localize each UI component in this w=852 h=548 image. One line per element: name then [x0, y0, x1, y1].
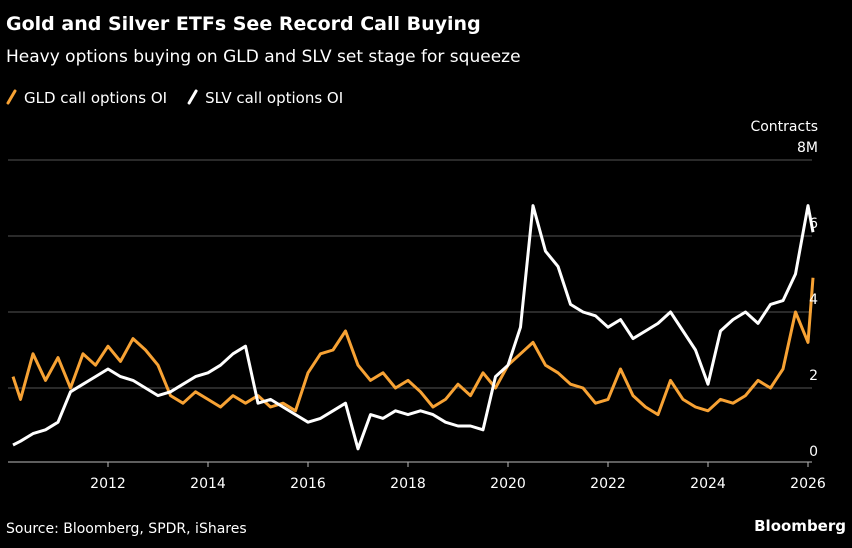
- x-tick-label: 2014: [190, 476, 226, 492]
- chart-title: Gold and Silver ETFs See Record Call Buy…: [6, 13, 481, 35]
- y-tick-label: 4: [809, 292, 818, 308]
- x-tick-label: 2026: [790, 476, 826, 492]
- legend: GLD call options OI SLV call options OI: [6, 89, 343, 107]
- legend-label: GLD call options OI: [24, 89, 167, 107]
- x-tick-label: 2018: [390, 476, 426, 492]
- axes: 0 2 4 6 8M 2012 2014 2016 2018 2020 2022 2024 2026: [8, 140, 826, 492]
- legend-label: SLV call options OI: [205, 89, 343, 107]
- x-tick-label: 2020: [490, 476, 526, 492]
- y-tick-label: 8M: [797, 140, 818, 156]
- x-tick-label: 2024: [690, 476, 726, 492]
- y-tick-label: 2: [809, 368, 818, 384]
- credit: Bloomberg: [754, 517, 846, 535]
- y-tick-label: 6: [809, 216, 818, 232]
- x-tick-label: 2012: [90, 476, 126, 492]
- series-line: [12, 204, 815, 451]
- y-tick-label: 0: [809, 444, 818, 460]
- x-tick-label: 2022: [590, 476, 626, 492]
- y-axis-label: Contracts: [750, 119, 818, 135]
- legend-swatch: [6, 89, 17, 105]
- legend-swatch: [187, 89, 198, 105]
- x-tick-label: 2016: [290, 476, 326, 492]
- plot: [11, 204, 815, 451]
- source: Source: Bloomberg, SPDR, iShares: [6, 521, 247, 537]
- grid: [8, 159, 812, 389]
- series-line: [11, 277, 815, 417]
- chart-subtitle: Heavy options buying on GLD and SLV set …: [6, 47, 521, 67]
